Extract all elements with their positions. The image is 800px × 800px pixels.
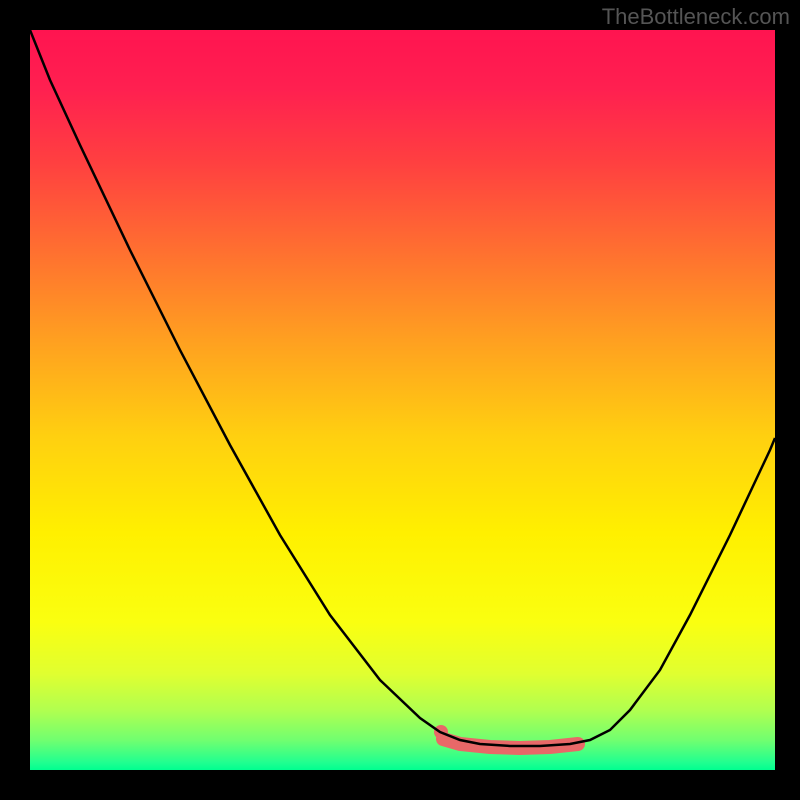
watermark-text: TheBottleneck.com	[602, 4, 790, 30]
gradient-rect	[30, 30, 775, 770]
plot-area	[30, 30, 775, 770]
gradient-background	[30, 30, 775, 770]
